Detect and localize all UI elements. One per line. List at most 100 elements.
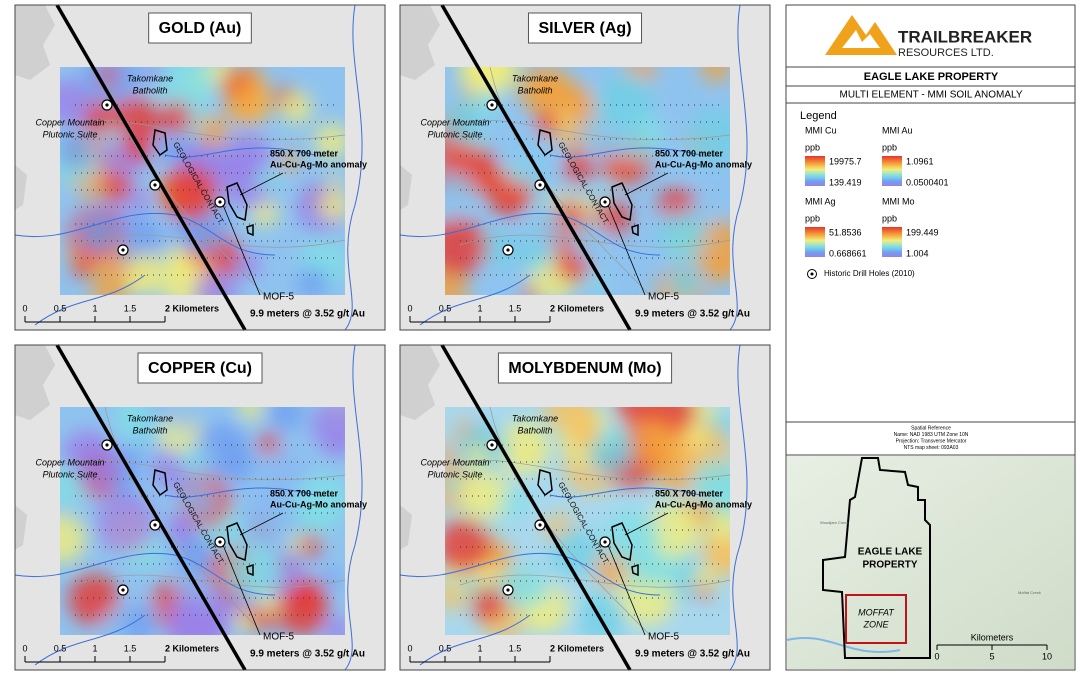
scale-label: 1 [92, 303, 97, 313]
anomaly-outline [611, 182, 639, 237]
creek-label: Woodjam Creek [820, 520, 849, 525]
hole-label: MOF-5 [648, 632, 680, 643]
heatmap-blob [564, 412, 602, 450]
heatmap-blob [633, 582, 655, 604]
spatial-reference: NTS map sheet: 093A03 [904, 445, 959, 451]
legend-name: MMI Mo [882, 196, 915, 206]
heatmap-blob [72, 258, 92, 278]
heatmap-blob [144, 67, 164, 83]
scale-label: 2 Kilometers [550, 303, 604, 313]
heatmap-blob [60, 132, 94, 170]
drill-hole-center [490, 103, 494, 107]
heatmap-blob [445, 442, 456, 461]
heatmap-blob [76, 442, 123, 490]
heatmap-blob [520, 286, 538, 295]
scale-label: 0 [407, 643, 412, 653]
anomaly-label: 850 X 700 meter [655, 148, 724, 158]
drill-hole-center [218, 200, 222, 204]
heatmap-blob [299, 534, 323, 557]
legend-min: 0.668661 [829, 248, 867, 258]
drill-hole-center [506, 248, 510, 252]
property-title: EAGLE LAKE PROPERTY [864, 71, 999, 83]
drill-hole-center [506, 588, 510, 592]
drill-hole-center [105, 103, 109, 107]
drill-hole-center [153, 523, 157, 527]
heatmap-blob [127, 189, 150, 212]
geological-contact [440, 4, 632, 331]
stream [14, 552, 276, 596]
suite-label: Plutonic Suite [42, 129, 97, 139]
heatmap-blob [257, 432, 280, 455]
heatmap-blob [458, 468, 510, 520]
zone-label: MOFFAT [858, 607, 895, 617]
spatial-reference: Name: NAD 1983 UTM Zone 10N [894, 432, 969, 438]
leader [607, 204, 646, 296]
heatmap-blob [145, 407, 173, 425]
heatmap-blob [685, 426, 707, 447]
stream [344, 344, 363, 671]
lake [400, 5, 440, 80]
heatmap-blob [219, 447, 256, 483]
heatmap-blob [221, 131, 271, 181]
legend-drill-center [810, 272, 814, 276]
heatmap-blob [104, 127, 122, 145]
heatmap-blob [603, 509, 660, 566]
scale-label: 1.5 [509, 643, 522, 653]
anomaly-outline [226, 522, 254, 577]
heatmap-blob [197, 115, 229, 147]
geological-contact [440, 344, 632, 671]
stream [34, 274, 146, 326]
anomaly-outline [537, 129, 553, 157]
scale-label: 2 Kilometers [165, 303, 219, 313]
heatmap-blob [180, 482, 218, 519]
heatmap-blob [568, 219, 610, 261]
heatmap-blob [518, 67, 566, 115]
leader [239, 512, 284, 536]
legend-name: MMI Au [882, 125, 913, 135]
legend-unit: ppb [882, 142, 897, 152]
heatmap-blob [260, 610, 278, 629]
intercept-label: 9.9 meters @ 3.52 g/t Au [635, 309, 750, 320]
heatmap-blob [534, 110, 562, 138]
scale-label: 0.5 [54, 643, 67, 653]
heatmap-blob [158, 101, 192, 135]
leader [624, 512, 669, 536]
panel-frame [14, 4, 386, 331]
drill-hole-center [153, 183, 157, 187]
stream [549, 487, 701, 498]
heatmap-blob [320, 569, 341, 590]
leader [222, 544, 261, 636]
anomaly-label: Au-Cu-Ag-Mo anomaly [270, 499, 367, 509]
legend-ramp [882, 156, 902, 186]
subtitle: MULTI ELEMENT - MMI SOIL ANOMALY [840, 90, 1023, 101]
intercept-label: 9.9 meters @ 3.52 g/t Au [635, 649, 750, 660]
batholith-label: Takomkane [512, 413, 558, 423]
heatmap-blob [68, 573, 120, 626]
scale-label: 0 [22, 303, 27, 313]
suite-label: Copper Mountain [420, 117, 489, 127]
heatmap-blob [597, 72, 654, 129]
heatmap-blob [261, 448, 307, 494]
heatmap-blob [659, 214, 707, 261]
scale-label: 1.5 [509, 303, 522, 313]
contour [444, 119, 731, 141]
stream [729, 344, 748, 671]
heatmap-blob [445, 473, 462, 496]
contour [74, 234, 346, 248]
heatmap-blob [562, 183, 580, 201]
heatmap-blob [296, 266, 330, 295]
heatmap-blob [688, 108, 730, 164]
spatial-reference: Spatial Reference [911, 425, 951, 431]
lake [400, 505, 412, 550]
heatmap-blob [224, 79, 271, 126]
hole-label: MOF-5 [648, 292, 680, 303]
heatmap-blob [692, 567, 716, 590]
legend-unit: ppb [805, 142, 820, 152]
scale-label: 0 [22, 643, 27, 653]
heatmap-blob [281, 92, 313, 124]
scale-label: 2 Kilometers [165, 643, 219, 653]
creek-label: Moffat Creek [1018, 590, 1041, 595]
panel-title: SILVER (Ag) [538, 20, 631, 37]
stream [14, 212, 276, 256]
heatmap-blob [704, 533, 730, 578]
